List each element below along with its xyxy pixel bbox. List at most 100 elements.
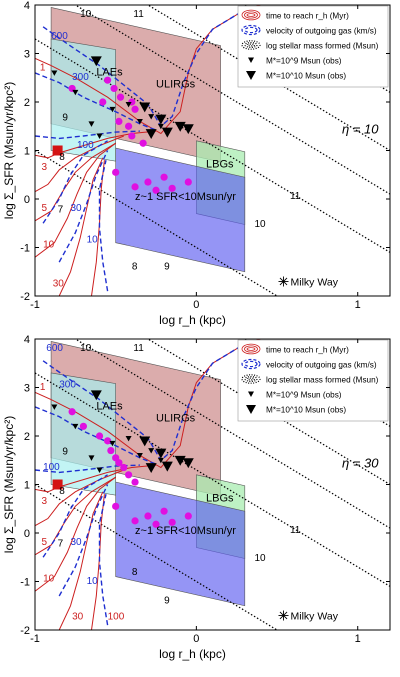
- triangle-1e9-8: [96, 467, 103, 473]
- time-label: 3: [41, 496, 47, 507]
- velocity-label: 300: [72, 72, 89, 83]
- region-label: ULIRGs: [156, 78, 196, 90]
- region-label: LAEs: [96, 66, 123, 78]
- legend-entry: time to reach r_h (Myr): [266, 12, 349, 21]
- magenta-point-3: [107, 446, 115, 455]
- x-axis-label: log r_h (kpc): [159, 647, 226, 661]
- x-axis-label: log r_h (kpc): [159, 313, 226, 327]
- magenta-point-5: [115, 459, 123, 467]
- milky-way-label: Milky Way: [291, 276, 339, 288]
- triangle-1e9-1: [72, 423, 79, 430]
- y-tick-label: 3: [24, 49, 30, 61]
- y-tick-label: 2: [24, 431, 30, 443]
- velocity-label: 10: [87, 576, 99, 587]
- time-label: 3: [41, 162, 47, 173]
- magenta-point-15: [131, 517, 139, 525]
- time-contour-2: [35, 135, 124, 193]
- y-tick-label: 3: [24, 383, 30, 395]
- x-tick-label: 0: [193, 299, 199, 311]
- magenta-point-9: [128, 132, 136, 140]
- y-tick-label: 1: [24, 146, 30, 158]
- triangle-1e9-2: [88, 121, 95, 127]
- mass-label: 9: [164, 261, 170, 272]
- velocity-label: 100: [43, 462, 60, 473]
- velocity-contour-4: [58, 150, 109, 263]
- mass-label: 8: [132, 567, 138, 578]
- magenta-point-12: [144, 178, 152, 186]
- velocity-contour-2: [35, 130, 140, 140]
- time-contour-6: [91, 494, 105, 630]
- velocity-contour-5: [98, 494, 109, 626]
- triangle-1e10-5: [182, 458, 194, 469]
- magenta-point-13: [160, 173, 168, 181]
- triangle-1e9-5: [136, 453, 143, 459]
- magenta-point-1: [99, 98, 107, 106]
- triangle-1e9-5: [136, 119, 143, 125]
- time-contour-3: [35, 142, 116, 222]
- time-contour-1: [35, 464, 157, 493]
- mass-line-2: [74, 339, 390, 529]
- velocity-label: 600: [51, 31, 68, 42]
- triangle-1e10-6: [155, 114, 167, 125]
- y-axis-label: log Σ_SFR (Msun/yr/kpc²): [2, 416, 16, 553]
- mass-label: 8: [59, 152, 65, 163]
- velocity-label: 30: [71, 537, 83, 548]
- mass-label: 9: [164, 595, 170, 606]
- legend-tri-small-icon: [248, 57, 254, 63]
- time-contour-6: [91, 160, 105, 296]
- mass-label: 7: [58, 539, 64, 550]
- time-contour-5: [58, 157, 104, 296]
- triangle-1e9-6: [148, 114, 155, 120]
- velocity-label: 100: [77, 140, 94, 151]
- velocity-contour-3: [42, 474, 108, 558]
- region-label: LBGs: [206, 492, 234, 504]
- legend-box: [237, 339, 389, 422]
- red-square-marker: [52, 479, 63, 490]
- legend-time-icon: [244, 11, 258, 19]
- magenta-point-2: [104, 437, 112, 445]
- velocity-contour-3: [42, 140, 108, 224]
- legend-time-icon: [246, 13, 256, 17]
- legend-time-icon: [246, 347, 256, 351]
- legend-entry: velocity of outgoing gas (km/s): [266, 27, 377, 36]
- legend: time to reach r_h (Myr) velocity of outgo…: [237, 5, 389, 88]
- triangle-1e9-4: [125, 102, 132, 108]
- mass-label: 10: [254, 553, 266, 564]
- time-contour-4: [35, 476, 117, 592]
- magenta-point-4: [116, 93, 125, 101]
- region-label: z~1 SFR<10Msun/yr: [135, 525, 236, 537]
- legend-entry: M*=10^9 Msun (obs): [266, 57, 342, 66]
- mass-label: 9: [62, 112, 68, 123]
- plot-area: ULIRGs LAEs LBGs z~1 SFR<10Msun/yr 10 11 9 8 7 8 9…: [35, 5, 390, 296]
- triangle-1e9-7: [157, 123, 164, 130]
- y-axis-label: log Σ_SFR (Msun/yr/kpc²): [2, 82, 16, 219]
- mass-label: 8: [59, 486, 65, 497]
- time-label: 1: [40, 62, 46, 73]
- legend-mass-icon: [246, 43, 256, 47]
- magenta-point-15: [152, 186, 160, 194]
- magenta-point-3: [110, 84, 118, 93]
- magenta-point-8: [131, 478, 139, 486]
- region-label: ULIRGs: [156, 412, 196, 424]
- magenta-point-1: [95, 432, 104, 440]
- legend-entry: time to reach r_h (Myr): [266, 346, 349, 355]
- legend-mass-icon: [241, 40, 261, 50]
- magenta-point-8: [124, 122, 133, 130]
- y-tick-label: 4: [24, 334, 30, 346]
- magenta-point-16: [131, 183, 139, 191]
- mass-label: 11: [133, 343, 144, 354]
- mass-line-0: [35, 149, 279, 296]
- legend-velocity-icon: [244, 360, 258, 368]
- magenta-point-11: [144, 512, 152, 520]
- triangle-1e9-0: [51, 70, 58, 76]
- milky-way-star-ray: [279, 611, 288, 620]
- triangle-1e10-2: [145, 463, 157, 474]
- magenta-point-16: [184, 512, 192, 520]
- mass-line-1: [35, 372, 390, 587]
- magenta-point-7: [115, 117, 123, 125]
- x-tick-label: -1: [30, 633, 40, 645]
- legend-velocity-icon: [244, 26, 258, 34]
- region-label: LBGs: [206, 158, 234, 170]
